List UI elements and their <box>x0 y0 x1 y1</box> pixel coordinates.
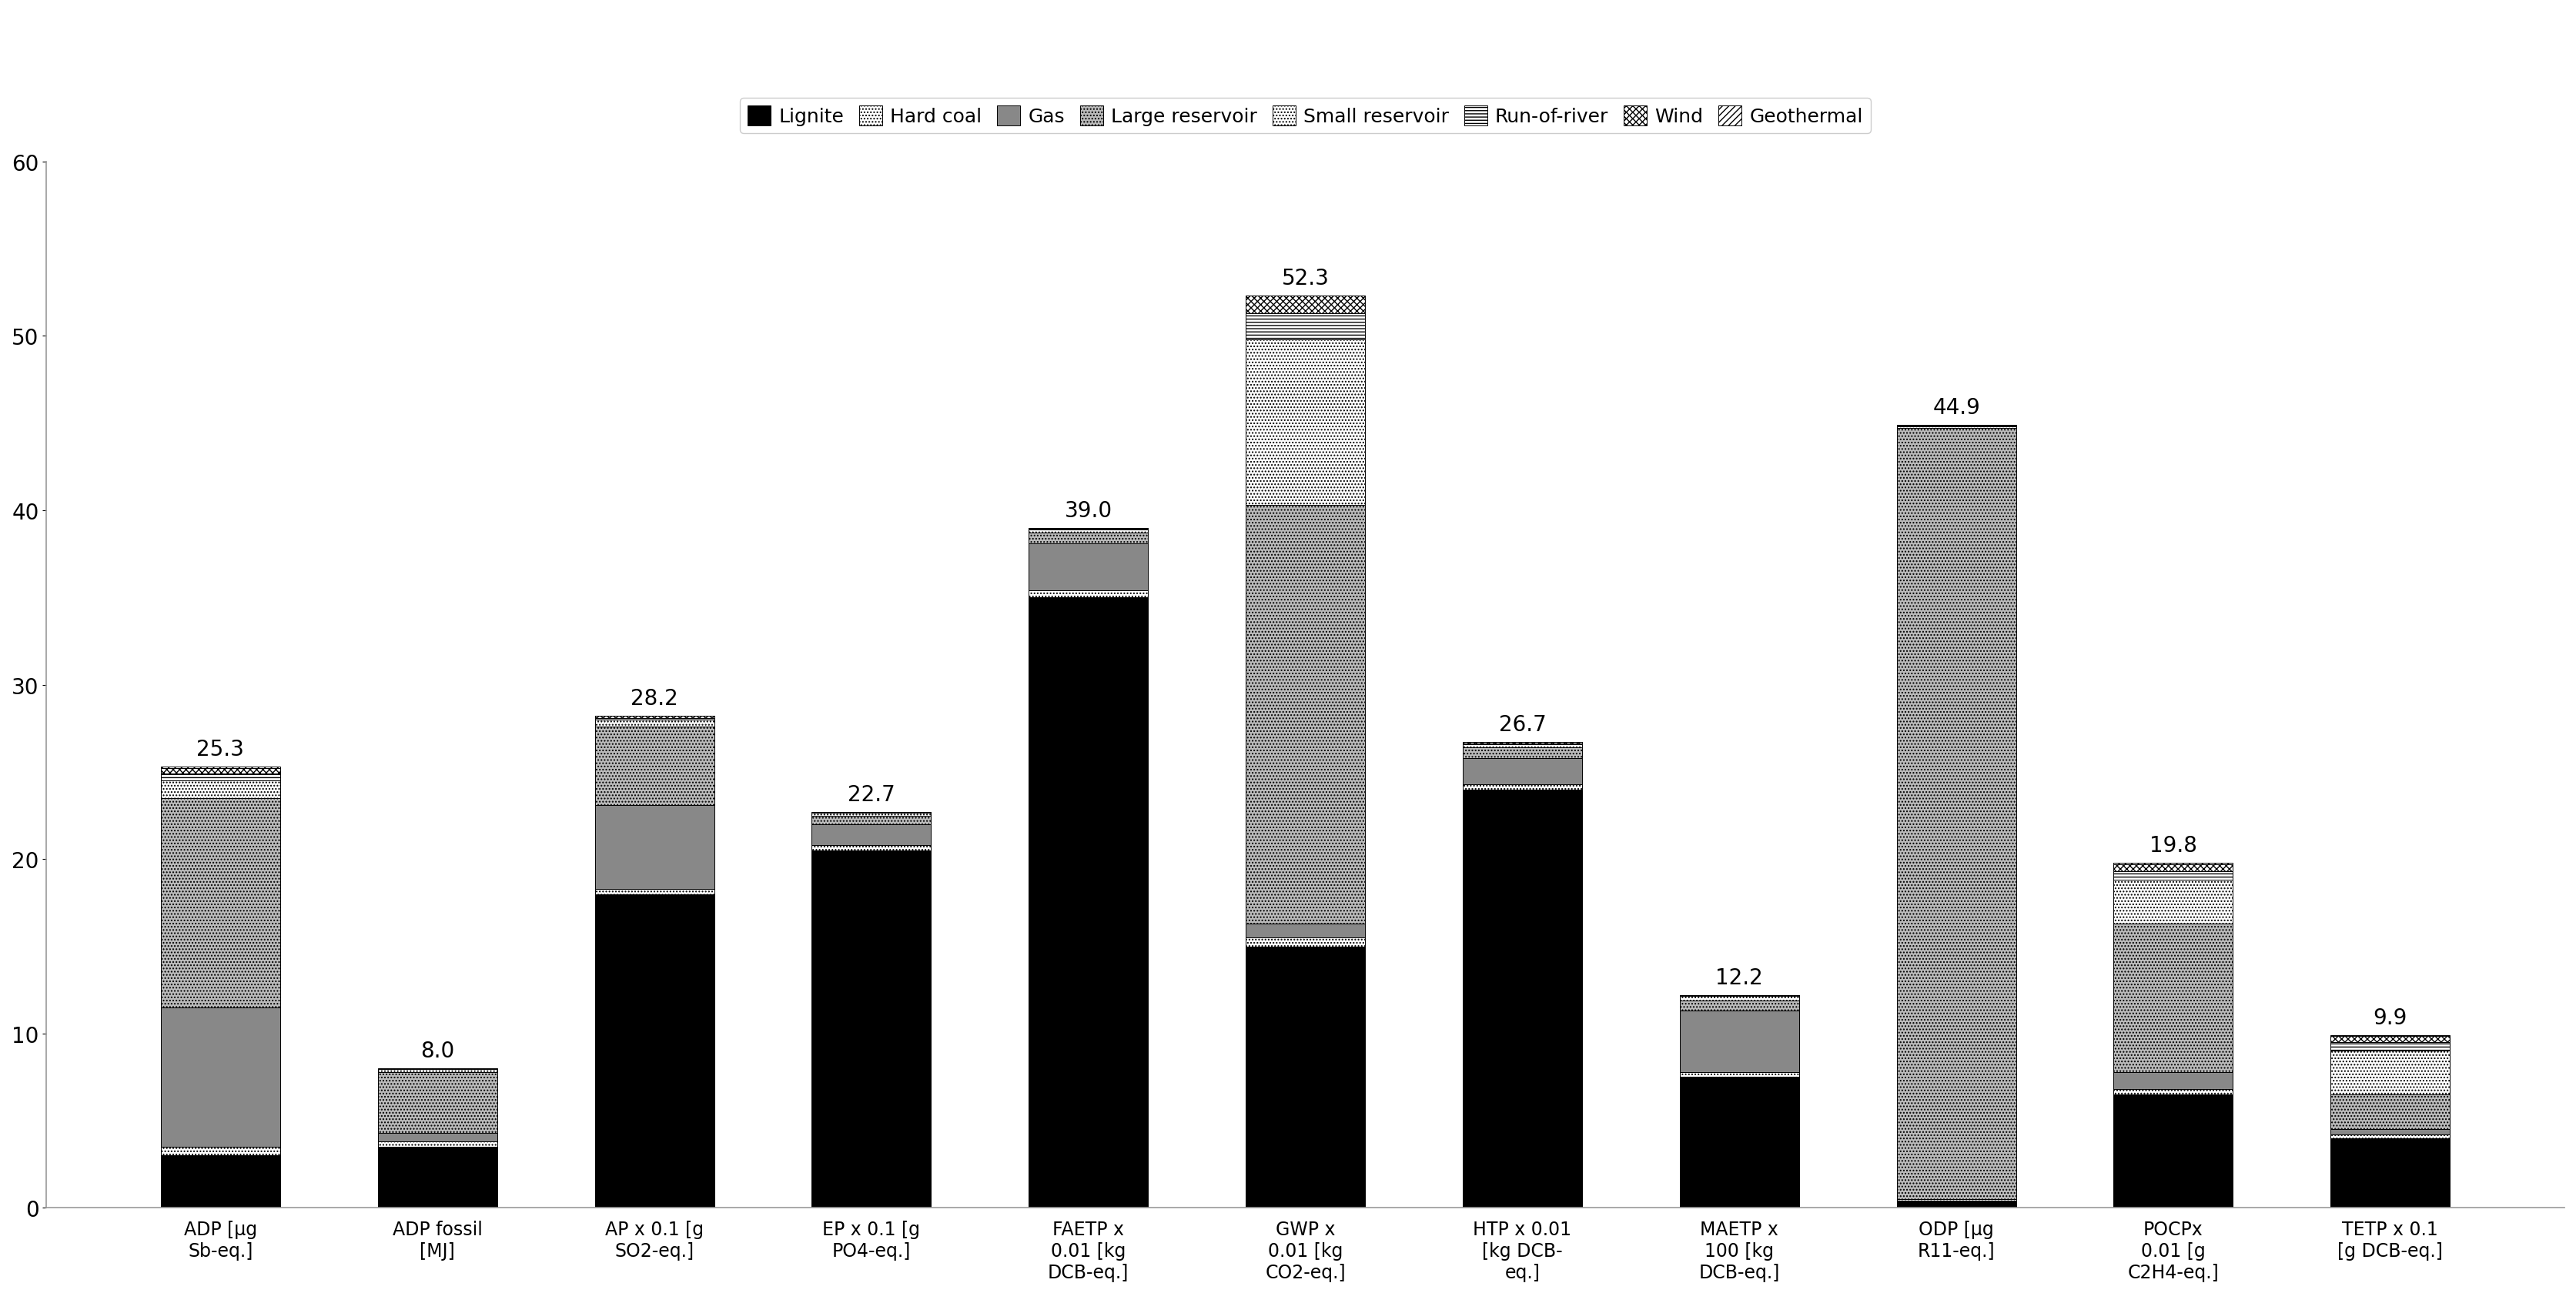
Bar <box>160 769 281 775</box>
Bar <box>379 1142 497 1147</box>
Bar <box>595 716 714 718</box>
Text: 44.9: 44.9 <box>1932 397 1981 419</box>
Bar <box>160 775 281 781</box>
Bar <box>1247 314 1365 340</box>
Bar <box>1896 1199 2017 1201</box>
Bar <box>1463 790 1582 1208</box>
Text: 9.9: 9.9 <box>2372 1007 2409 1028</box>
Bar <box>1028 530 1149 534</box>
Text: 22.7: 22.7 <box>848 784 896 806</box>
Bar <box>811 846 930 851</box>
Bar <box>1028 591 1149 597</box>
Bar <box>160 767 281 769</box>
Bar <box>1896 429 2017 1199</box>
Bar <box>1247 506 1365 923</box>
Bar <box>1247 923 1365 937</box>
Bar <box>379 1133 497 1142</box>
Bar <box>160 1147 281 1156</box>
Bar <box>1247 937 1365 946</box>
Bar <box>2115 871 2233 881</box>
Bar <box>1028 544 1149 591</box>
Legend: Lignite, Hard coal, Gas, Large reservoir, Small reservoir, Run-of-river, Wind, G: Lignite, Hard coal, Gas, Large reservoir… <box>739 98 1870 134</box>
Text: 12.2: 12.2 <box>1716 967 1762 988</box>
Bar <box>379 1069 497 1072</box>
Bar <box>1463 745 1582 747</box>
Bar <box>811 825 930 846</box>
Bar <box>1680 1072 1798 1077</box>
Text: 52.3: 52.3 <box>1283 268 1329 290</box>
Bar <box>2331 1135 2450 1138</box>
Bar <box>1896 427 2017 429</box>
Bar <box>2331 1036 2450 1042</box>
Bar <box>1680 1011 1798 1072</box>
Bar <box>1680 1077 1798 1208</box>
Bar <box>2115 923 2233 1072</box>
Bar <box>1463 747 1582 758</box>
Bar <box>2331 1042 2450 1051</box>
Bar <box>2115 1095 2233 1208</box>
Text: 8.0: 8.0 <box>420 1040 453 1062</box>
Bar <box>160 798 281 1007</box>
Bar <box>1896 1201 2017 1208</box>
Bar <box>2115 865 2233 871</box>
Text: 39.0: 39.0 <box>1064 499 1113 521</box>
Bar <box>811 851 930 1208</box>
Text: 26.7: 26.7 <box>1499 714 1546 736</box>
Text: 19.8: 19.8 <box>2148 834 2197 856</box>
Bar <box>595 727 714 806</box>
Bar <box>1028 597 1149 1208</box>
Bar <box>1247 340 1365 506</box>
Bar <box>595 718 714 720</box>
Bar <box>379 1147 497 1208</box>
Text: 25.3: 25.3 <box>196 738 245 760</box>
Bar <box>1463 785 1582 790</box>
Bar <box>1247 946 1365 1208</box>
Bar <box>160 1007 281 1147</box>
Bar <box>595 806 714 890</box>
Bar <box>1247 296 1365 314</box>
Bar <box>160 781 281 798</box>
Bar <box>2331 1095 2450 1130</box>
Bar <box>811 813 930 816</box>
Bar <box>595 720 714 727</box>
Bar <box>2331 1138 2450 1208</box>
Bar <box>595 895 714 1208</box>
Text: 28.2: 28.2 <box>631 688 677 710</box>
Bar <box>2115 862 2233 865</box>
Bar <box>379 1072 497 1133</box>
Bar <box>1680 1001 1798 1011</box>
Bar <box>2115 1090 2233 1095</box>
Bar <box>1463 758 1582 785</box>
Bar <box>811 816 930 825</box>
Bar <box>1680 996 1798 1001</box>
Bar <box>2331 1051 2450 1095</box>
Bar <box>160 1156 281 1208</box>
Bar <box>2115 1072 2233 1090</box>
Bar <box>2331 1130 2450 1135</box>
Bar <box>595 890 714 895</box>
Bar <box>1028 534 1149 544</box>
Bar <box>2115 881 2233 923</box>
